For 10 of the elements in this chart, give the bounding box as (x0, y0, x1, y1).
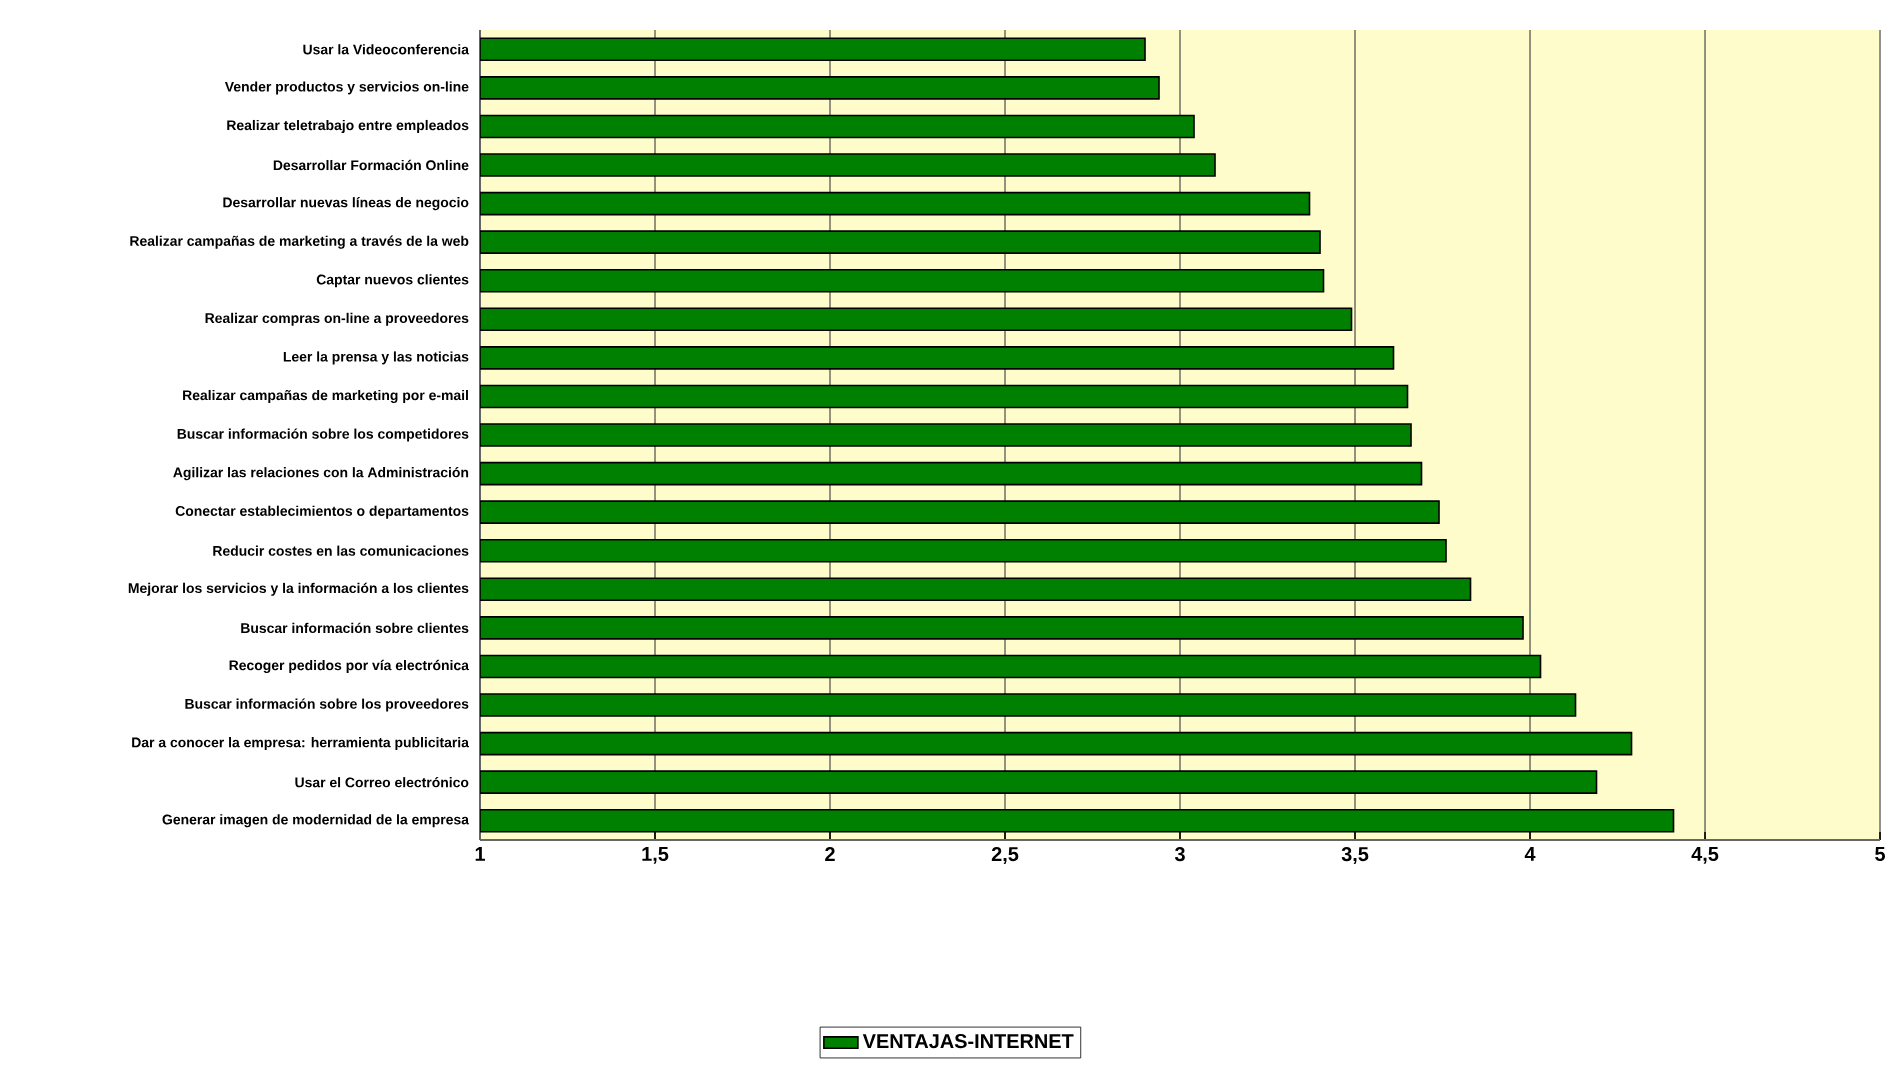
x-tick-label: 3,5 (1341, 847, 1369, 865)
x-tick-label: 1 (475, 847, 485, 861)
x-tick-label: 5 (1875, 847, 1886, 861)
x-tick-label: 2 (825, 847, 835, 861)
x-tick-label: 1,5 (642, 847, 669, 864)
x-tick-label: 2,5 (991, 847, 1019, 865)
x-tick-label: 4,5 (1691, 847, 1719, 864)
legend-label: VENTAJAS-INTERNET (862, 1034, 1074, 1049)
x-tick-label: 3 (1174, 847, 1185, 862)
x-tick-label: 4 (1524, 847, 1536, 861)
